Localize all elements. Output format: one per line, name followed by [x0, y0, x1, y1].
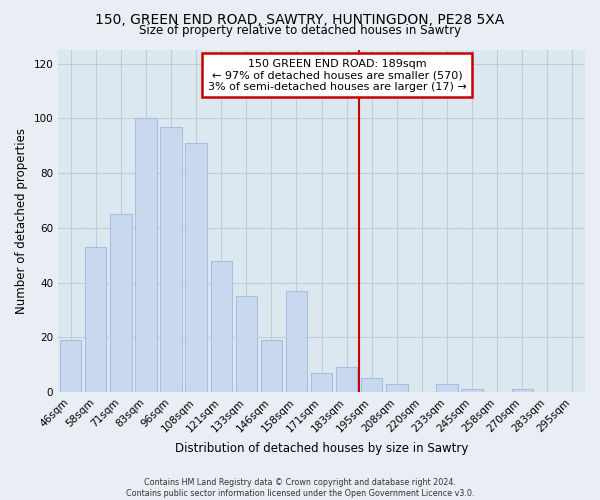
Text: 150 GREEN END ROAD: 189sqm
← 97% of detached houses are smaller (570)
3% of semi: 150 GREEN END ROAD: 189sqm ← 97% of deta…: [208, 58, 467, 92]
Bar: [185, 143, 207, 392]
Bar: [461, 389, 483, 392]
Text: 150, GREEN END ROAD, SAWTRY, HUNTINGDON, PE28 5XA: 150, GREEN END ROAD, SAWTRY, HUNTINGDON,…: [95, 12, 505, 26]
Bar: [436, 384, 458, 392]
X-axis label: Distribution of detached houses by size in Sawtry: Distribution of detached houses by size …: [175, 442, 468, 455]
Bar: [336, 368, 358, 392]
Y-axis label: Number of detached properties: Number of detached properties: [15, 128, 28, 314]
Bar: [160, 126, 182, 392]
Bar: [85, 247, 106, 392]
Bar: [311, 373, 332, 392]
Bar: [386, 384, 407, 392]
Bar: [110, 214, 131, 392]
Bar: [286, 290, 307, 392]
Bar: [236, 296, 257, 392]
Text: Contains HM Land Registry data © Crown copyright and database right 2024.
Contai: Contains HM Land Registry data © Crown c…: [126, 478, 474, 498]
Bar: [512, 389, 533, 392]
Bar: [361, 378, 382, 392]
Bar: [136, 118, 157, 392]
Bar: [211, 260, 232, 392]
Text: Size of property relative to detached houses in Sawtry: Size of property relative to detached ho…: [139, 24, 461, 37]
Bar: [261, 340, 282, 392]
Bar: [60, 340, 82, 392]
